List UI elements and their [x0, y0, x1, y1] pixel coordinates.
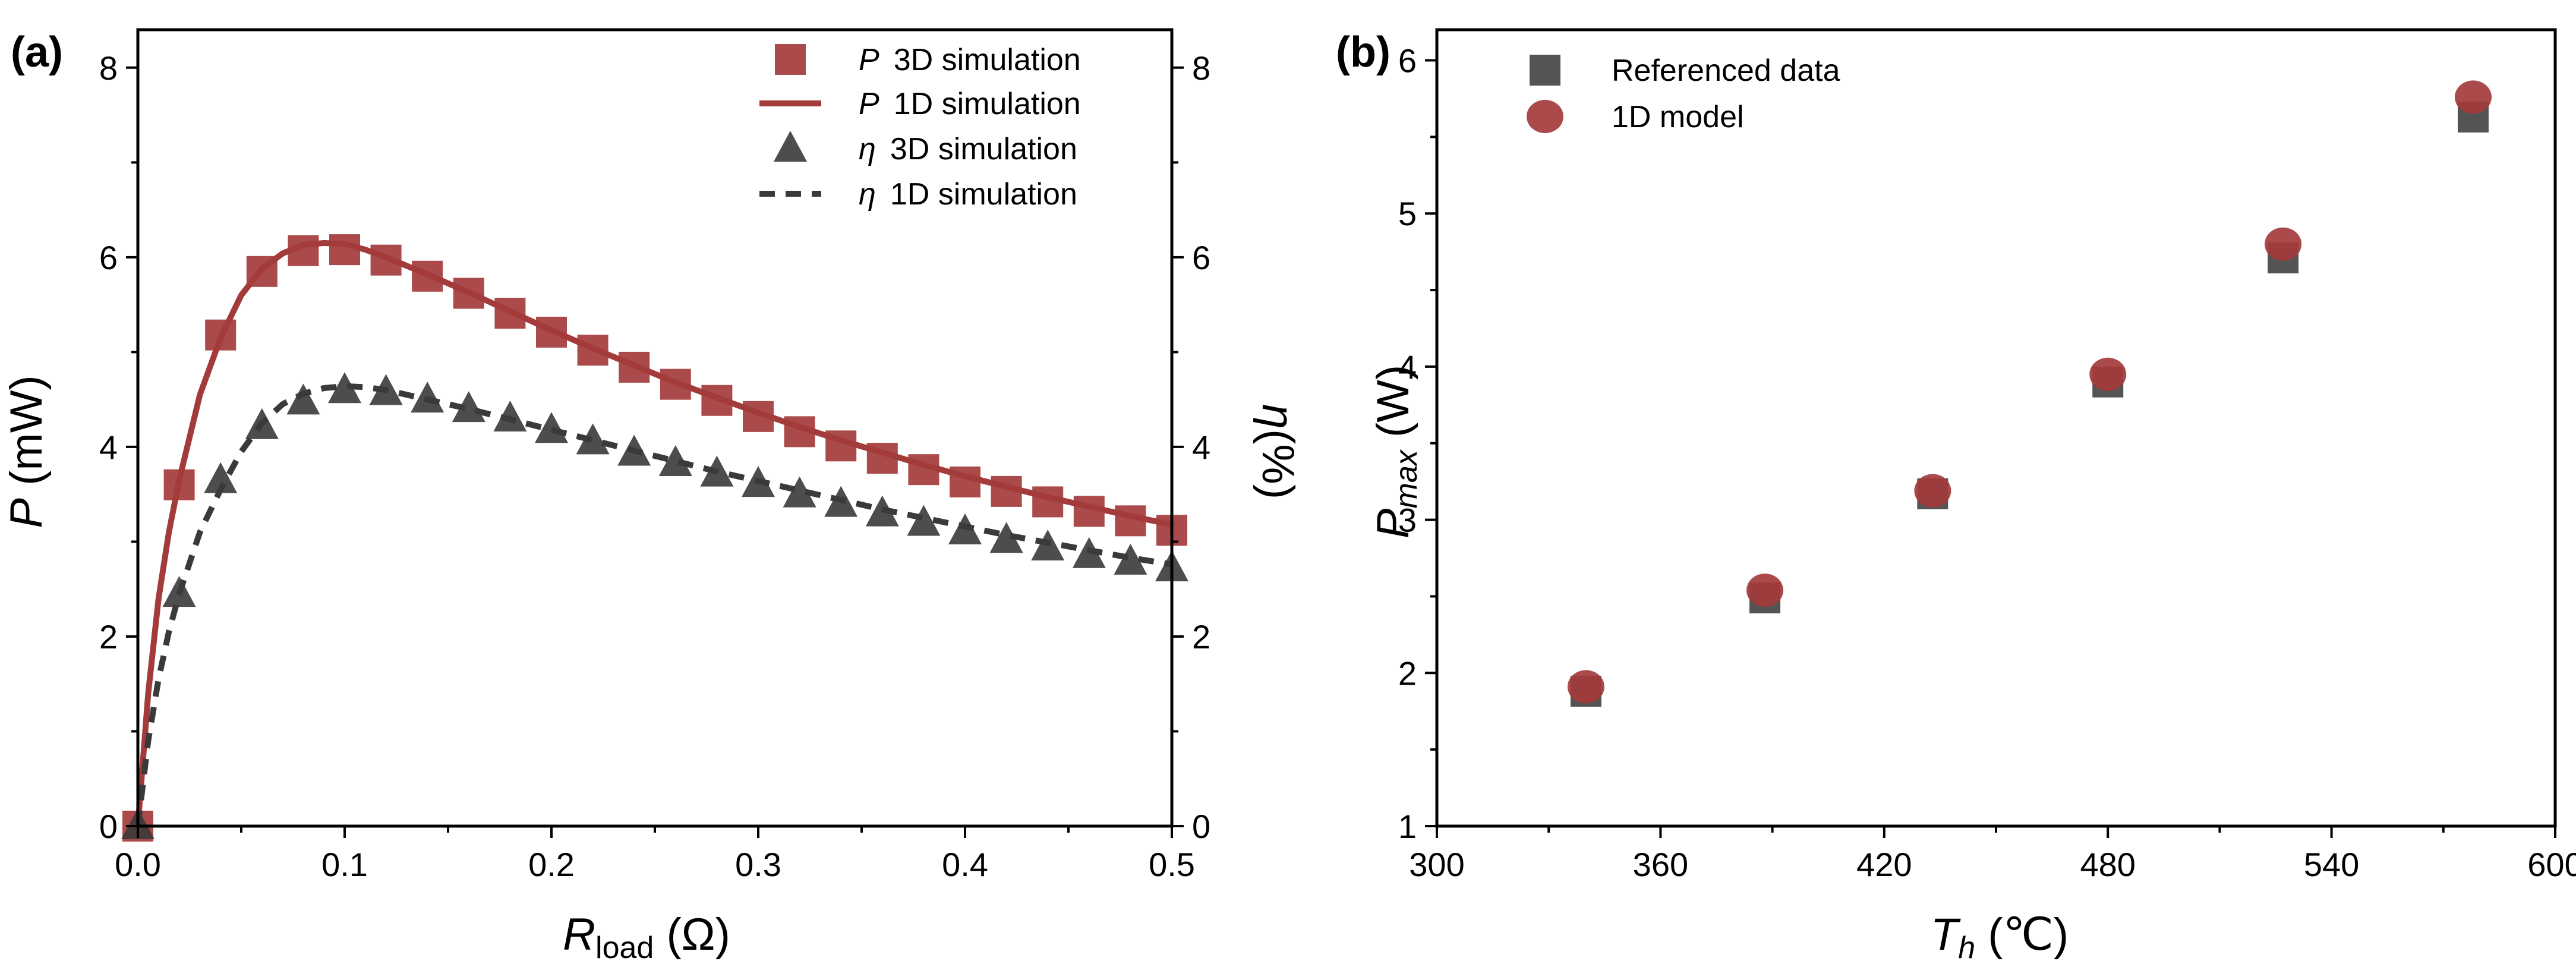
- panel-a-left-y-tick-label: 8: [99, 49, 118, 87]
- panel-b-y-axis-subscript: max: [1389, 449, 1424, 508]
- panel-a-x-tick-label: 0.5: [1149, 846, 1195, 883]
- panel-a-left-y-tick-label: 4: [99, 429, 118, 466]
- panel-b-x-axis-subscript: h: [1958, 931, 1975, 964]
- panel-a-right-y-tick-label: 4: [1192, 429, 1210, 466]
- panel-a-x-tick-label: 0.4: [942, 846, 988, 883]
- panel-a-legend-symbol-0: P: [859, 43, 879, 77]
- panel-b-x-tick-label: 360: [1633, 846, 1688, 883]
- panel-a-series-2-point: [989, 522, 1023, 553]
- panel-a-legend-label-2: η 3D simulation: [859, 132, 1077, 166]
- panel-a-legend: P 3D simulation P 1D simulation η 3D simulati…: [759, 43, 1081, 212]
- panel-a-left-y-tick-label: 6: [99, 239, 118, 276]
- panel-b-legend-swatch-0: [1530, 55, 1560, 86]
- panel-b-legend-label-1: 1D model: [1612, 100, 1744, 134]
- panel-a-x-tick-label: 0.3: [735, 846, 781, 883]
- panel-a-legend-symbol-1: P: [859, 87, 879, 121]
- panel-b-series-1-point: [1567, 670, 1604, 704]
- panel-a-series-2-point: [576, 423, 610, 455]
- panel-b-series-1-point: [1914, 474, 1951, 508]
- panel-b-x-tick-label: 300: [1409, 846, 1464, 883]
- panel-a-legend-label-0: P 3D simulation: [859, 43, 1081, 77]
- panel-b-y-tick-label: 4: [1398, 348, 1417, 386]
- panel-b-series-1-point: [2454, 80, 2492, 114]
- panel-b-y-tick-label: 2: [1398, 654, 1417, 692]
- panel-a-series-2-point: [907, 505, 941, 536]
- panel-b-y-axis-symbol: P: [1368, 508, 1418, 538]
- panel-a-right-y-tick-label: 2: [1192, 618, 1210, 656]
- panel-b-y-axis-unit: (W): [1368, 365, 1418, 450]
- panel-a-marks: [121, 234, 1188, 842]
- panel-a-left-y-symbol: P: [1, 498, 52, 528]
- panel-a-x-axis-symbol: R: [563, 909, 595, 960]
- panel-a-left-y-unit: (mW): [1, 375, 52, 498]
- panel-a-series-2-point: [204, 462, 238, 493]
- panel-a-right-y-tick-label: 6: [1192, 239, 1210, 276]
- panel-b-x-axis-unit: (℃): [1975, 909, 2069, 960]
- panel-a-legend-label-1: P 1D simulation: [859, 87, 1081, 121]
- panel-a-legend-symbol-2: η: [859, 132, 876, 166]
- panel-b-x-tick-label: 600: [2527, 846, 2576, 883]
- panel-b-legend: Referenced data 1D model: [1527, 53, 1840, 134]
- panel-a-right-y-symbol: η: [1253, 404, 1303, 429]
- panel-a-x-axis-unit: (Ω): [654, 909, 730, 960]
- panel-b-y-tick-label: 1: [1398, 808, 1417, 845]
- panel-a-legend-swatch-2: [774, 131, 807, 162]
- panel-b-legend-swatch-1: [1527, 100, 1563, 133]
- panel-b-series-1-point: [2089, 357, 2127, 391]
- panel-a-series-2-point: [783, 476, 816, 508]
- panel-a-series-3-line: [135, 383, 1172, 827]
- panel-b-marks: [1567, 80, 2492, 707]
- panel-a-x-axis-label: Rload (Ω): [563, 909, 730, 964]
- panel-b-y-tick-label: 6: [1398, 42, 1417, 80]
- panel-b-series-1-point: [2265, 227, 2302, 261]
- panel-a-series-2-point: [658, 445, 692, 477]
- panel-a-series-2-point: [493, 401, 527, 432]
- panel-a-series-2-point: [535, 412, 568, 443]
- panel-b-legend-label-0: Referenced data: [1612, 53, 1840, 88]
- panel-b-frame: [1435, 28, 2557, 828]
- panel-b-x-tick-label: 420: [1856, 846, 1912, 883]
- panel-b-x-axis-symbol: T: [1931, 909, 1961, 960]
- panel-a-right-y-unit: (%): [1253, 429, 1303, 499]
- panel-b-y-axis-label: Pmax (W): [1368, 365, 1424, 538]
- panel-b-x-tick-label: 540: [2304, 846, 2359, 883]
- panel-a-legend-name-3: 1D simulation: [890, 177, 1077, 212]
- panel-a-series-1-line: [135, 240, 1175, 829]
- chart-panel-b: (b) 300 360 420 480 540 600 1 2 3 4 5 6 Referenced …: [1336, 28, 2576, 964]
- panel-a-right-y-tick-label: 0: [1192, 808, 1210, 845]
- panel-b-tag: (b): [1336, 29, 1391, 76]
- panel-a-tag: (a): [11, 29, 63, 76]
- panel-b-series-1-point: [1746, 574, 1784, 607]
- panel-a-legend-symbol-3: η: [859, 177, 876, 212]
- panel-a-legend-name-2: 3D simulation: [890, 132, 1077, 166]
- panel-a-x-tick-label: 0.1: [321, 846, 368, 883]
- panel-b-axes: 300 360 420 480 540 600 1 2 3 4 5 6: [1398, 28, 2576, 883]
- panel-a-legend-swatch-0: [775, 44, 806, 75]
- panel-a-right-y-tick-label: 8: [1192, 49, 1210, 87]
- panel-a-legend-label-3: η 1D simulation: [859, 177, 1077, 212]
- panel-a-series-2-point: [286, 383, 320, 415]
- panel-a-series-2-point: [328, 372, 361, 404]
- panel-a-right-y-axis-label: η(%): [1253, 404, 1303, 499]
- panel-a-left-y-tick-label: 2: [99, 618, 118, 656]
- panel-b-y-tick-label: 3: [1398, 502, 1417, 539]
- panel-b-y-tick-label: 5: [1398, 195, 1417, 232]
- panel-a-left-y-tick-label: 0: [99, 808, 118, 845]
- panel-a-x-tick-label: 0.0: [115, 846, 161, 883]
- panel-a-legend-name-0: 3D simulation: [894, 43, 1081, 77]
- panel-a-series-2-point: [1114, 543, 1147, 575]
- panel-a-x-tick-label: 0.2: [528, 846, 575, 883]
- panel-a-x-axis-subscript: load: [595, 931, 654, 964]
- panel-b-x-axis-label: Th (℃): [1931, 909, 2069, 964]
- panel-a-left-y-axis-label: P (mW): [1, 375, 52, 528]
- panel-a-series-2-point: [452, 391, 485, 423]
- panel-a-legend-name-1: 1D simulation: [894, 87, 1081, 121]
- panel-b-x-tick-label: 480: [2080, 846, 2135, 883]
